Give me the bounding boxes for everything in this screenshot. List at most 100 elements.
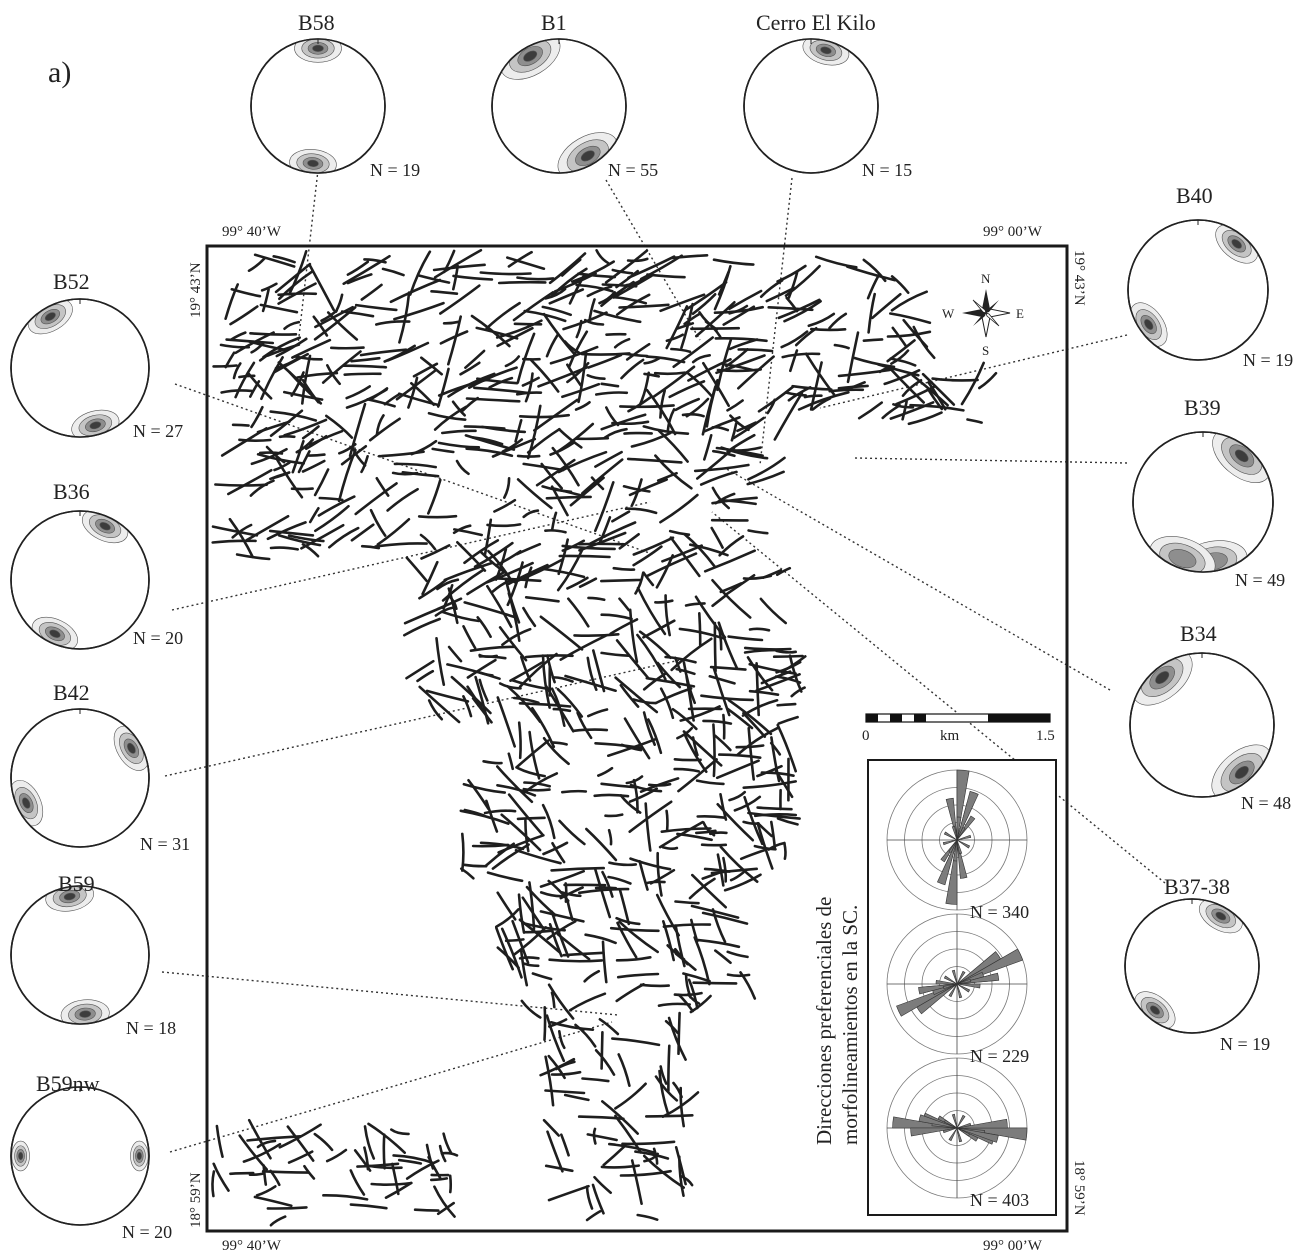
lineament [517,393,541,395]
lineament [307,455,324,456]
lineament [472,316,509,346]
lineament [698,940,739,947]
lineament [737,746,764,748]
lineament [261,305,297,312]
lineament [522,1001,541,1018]
lineament [531,360,558,392]
lineament [315,506,348,531]
lineament [212,1172,213,1197]
leader-line-b1 [606,180,700,340]
lineament [707,380,718,426]
lineament [859,403,882,419]
lineament [586,935,616,943]
lineament [609,1144,655,1153]
lineament [962,363,984,404]
lineament [289,1152,312,1163]
lineament [477,672,492,676]
lineament [560,556,610,557]
lineament [593,1185,604,1213]
lineament [595,482,613,531]
lineament [514,698,538,703]
lineament [255,1197,291,1206]
lineament [268,1207,307,1208]
lineament [739,349,772,351]
lineament [759,387,793,412]
lineament [465,540,498,562]
lineament [888,332,930,337]
lineament [615,1084,645,1109]
stereonet-count-b37-38: N = 19 [1220,1034,1270,1054]
lineament [761,599,786,623]
lineament [488,524,521,525]
stereonet-title-b36: B36 [53,479,90,504]
rose-n-label-3: N = 403 [970,1190,1029,1210]
stereonet-count-b40: N = 19 [1243,350,1293,370]
lineament [676,399,699,410]
lineament [352,525,373,541]
stereonet-title-b59nw: B59nw [36,1071,100,1096]
lineament [347,386,370,398]
lineament [518,768,545,776]
lineament [729,637,762,640]
lineament [748,657,772,690]
lineament [774,656,803,657]
coord-bottom-left: 99° 40’W [222,1238,282,1254]
lineament [385,346,415,362]
lineament [251,481,274,496]
lineament [607,334,626,335]
lineament [864,260,885,281]
lineament [351,358,379,361]
lineament [533,974,551,980]
lineament [606,815,623,816]
lineament [606,251,647,283]
lineament [620,305,669,308]
lineament [602,653,629,656]
lineament [362,546,379,548]
lineament [449,647,461,661]
compass-s: S [982,343,989,358]
lineament [602,1032,603,1068]
lineament [656,1077,677,1101]
lineament [546,1057,554,1105]
lineament [528,406,540,458]
stereonet-b36 [11,503,149,657]
lineament [525,931,553,933]
lineament [574,730,607,731]
leader-line-cerro-el-kilo [760,178,792,465]
scale-start-label: 0 [862,728,870,744]
lineament [661,689,673,718]
stereonet-cerro-el-kilo [744,31,878,173]
lineament [734,418,764,438]
lineament [680,629,724,638]
lineament [617,984,644,1001]
stereonet-count-b34: N = 48 [1241,793,1291,813]
stereonet-title-b34: B34 [1180,621,1217,646]
stereonet-title-b52: B52 [53,269,90,294]
lineament [640,861,648,889]
lineament [623,1142,675,1144]
lineament [621,1171,671,1175]
lineament [728,952,748,957]
coord-left-bottom: 18° 59’N [188,1172,204,1228]
lineament [809,314,834,326]
lineament [560,821,585,844]
scale-unit-label: km [940,728,960,744]
lineament [310,265,334,310]
lineament [310,508,318,522]
lineament [214,366,237,367]
lineament [570,994,605,1011]
lineament [370,419,399,440]
lineament [745,648,790,649]
lineament [749,728,754,779]
lineament [303,461,324,472]
lineament [572,262,613,282]
lineament [710,676,735,683]
lineament [285,322,299,329]
lineament [552,993,554,1007]
lineament [393,473,417,474]
lineament [909,413,942,424]
lineament [594,1129,595,1144]
lineament [638,1215,658,1220]
lineament [552,513,556,530]
